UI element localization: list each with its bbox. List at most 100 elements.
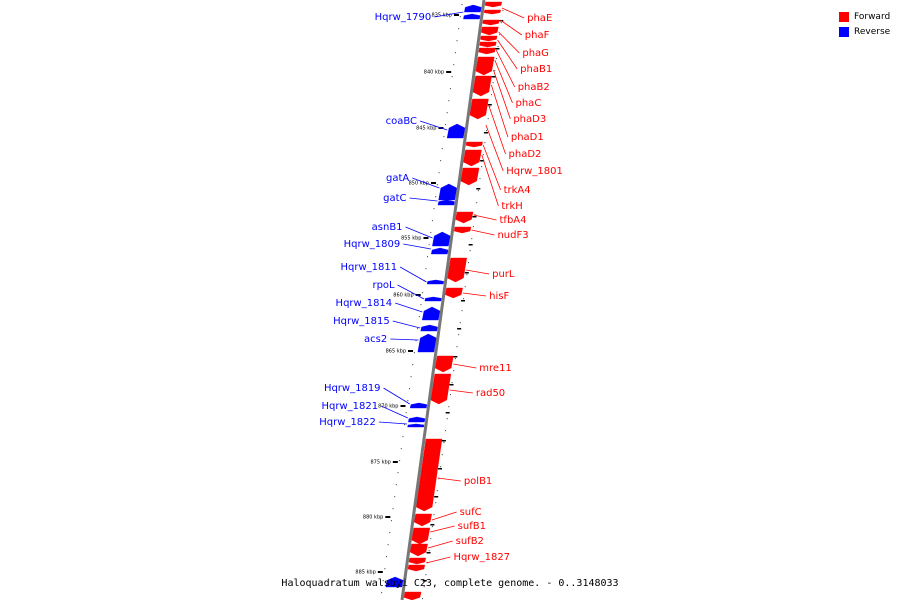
small-tick xyxy=(426,552,431,554)
scale-dot xyxy=(427,256,429,258)
reverse-gene-block xyxy=(385,576,404,588)
scale-dot xyxy=(385,556,387,558)
forward-gene-label: trkA4 xyxy=(504,185,531,196)
forward-gene-block xyxy=(455,211,474,224)
forward-gene-block xyxy=(475,56,495,76)
reverse-gene-block xyxy=(438,183,458,201)
scale-dot xyxy=(399,460,401,462)
scale-dot xyxy=(474,214,476,216)
forward-gene-label: phaC xyxy=(516,98,542,109)
forward-gene-block xyxy=(482,19,500,26)
scale-dot xyxy=(440,160,442,162)
scale-tick-label: 840 kbp xyxy=(424,70,444,76)
forward-gene-label: hisF xyxy=(489,291,509,302)
reverse-connector xyxy=(409,197,438,202)
scale-dot xyxy=(392,508,394,510)
reverse-gene-block xyxy=(431,247,449,255)
scale-dot xyxy=(472,226,474,228)
reverse-gene-block xyxy=(420,324,438,332)
forward-connector xyxy=(501,7,525,19)
scale-dot xyxy=(420,304,422,306)
scale-dot xyxy=(404,424,406,426)
reverse-connector xyxy=(390,338,419,341)
forward-gene-block xyxy=(472,75,492,97)
forward-gene-label: phaD2 xyxy=(509,149,542,160)
forward-gene-label: purL xyxy=(492,269,515,280)
reverse-gene-block xyxy=(446,123,466,139)
forward-gene-block xyxy=(465,141,483,148)
forward-gene-label: sufB1 xyxy=(458,521,486,532)
scale-dot xyxy=(440,466,442,468)
reverse-connector xyxy=(412,177,440,189)
forward-gene-label: phaB2 xyxy=(518,82,550,93)
small-tick xyxy=(438,468,443,470)
scale-dot xyxy=(430,538,432,540)
reverse-gene-block xyxy=(407,423,425,428)
reverse-gene-label: Hqrw_1821 xyxy=(321,401,378,412)
small-tick xyxy=(430,524,435,526)
forward-connector xyxy=(494,59,513,104)
forward-gene-block xyxy=(403,591,422,600)
scale-dot xyxy=(471,238,473,240)
scale-dot xyxy=(408,388,410,390)
scale-dot xyxy=(451,382,453,384)
scale-dot xyxy=(413,352,415,354)
forward-gene-label: phaF xyxy=(525,30,550,41)
forward-connector xyxy=(497,39,518,70)
scale-tick-mark xyxy=(430,182,436,184)
forward-connector xyxy=(471,229,495,236)
forward-gene-block xyxy=(463,149,482,167)
legend-reverse: Reverse xyxy=(839,24,890,39)
scale-dot xyxy=(448,406,450,408)
scale-dot xyxy=(448,100,450,102)
scale-dot xyxy=(456,346,458,348)
reverse-gene-block xyxy=(464,4,482,13)
reverse-gene-label: asnB1 xyxy=(372,222,403,233)
scale-dot xyxy=(500,22,502,24)
scale-dot xyxy=(489,106,491,108)
scale-dot xyxy=(443,136,445,138)
reverse-connector xyxy=(434,11,464,18)
forward-swatch xyxy=(839,11,849,22)
reverse-connector xyxy=(399,266,427,283)
forward-gene-block xyxy=(460,167,480,186)
scale-dot xyxy=(418,316,420,318)
forward-gene-block xyxy=(430,373,452,405)
forward-gene-label: phaB1 xyxy=(520,64,552,75)
scale-dot xyxy=(394,496,396,498)
scale-dot xyxy=(449,394,451,396)
forward-gene-block xyxy=(408,557,426,565)
scale-dot xyxy=(454,52,456,54)
reverse-gene-block xyxy=(424,296,442,302)
scale-dot xyxy=(459,16,461,18)
forward-gene-block xyxy=(484,1,502,8)
scale-tick-label: 870 kbp xyxy=(378,404,398,410)
small-tick xyxy=(441,440,446,442)
scale-dot xyxy=(476,202,478,204)
scale-dot xyxy=(484,142,486,144)
forward-connector xyxy=(485,124,504,172)
forward-connector xyxy=(431,511,457,521)
scale-dot xyxy=(441,454,443,456)
scale-dot xyxy=(415,340,417,342)
scale-dot xyxy=(412,364,414,366)
small-tick xyxy=(453,356,458,358)
scale-tick-mark xyxy=(392,461,398,463)
scale-dots xyxy=(381,4,504,600)
scale-dot xyxy=(430,232,432,234)
forward-gene-label: phaG xyxy=(522,48,549,59)
scale-tick-mark xyxy=(423,237,429,239)
scale-dot xyxy=(479,178,481,180)
scale-dot xyxy=(443,442,445,444)
small-tick xyxy=(422,580,427,582)
reverse-gene-label: Hqrw_1809 xyxy=(344,239,401,250)
scale-dot xyxy=(436,184,438,186)
forward-connector xyxy=(498,31,520,54)
reverse-gene-block xyxy=(437,199,455,206)
scale-dot xyxy=(453,370,455,372)
small-tick xyxy=(434,496,439,498)
forward-gene-label: rad50 xyxy=(476,388,505,399)
scale-dot xyxy=(487,118,489,120)
scale-dot xyxy=(435,196,437,198)
